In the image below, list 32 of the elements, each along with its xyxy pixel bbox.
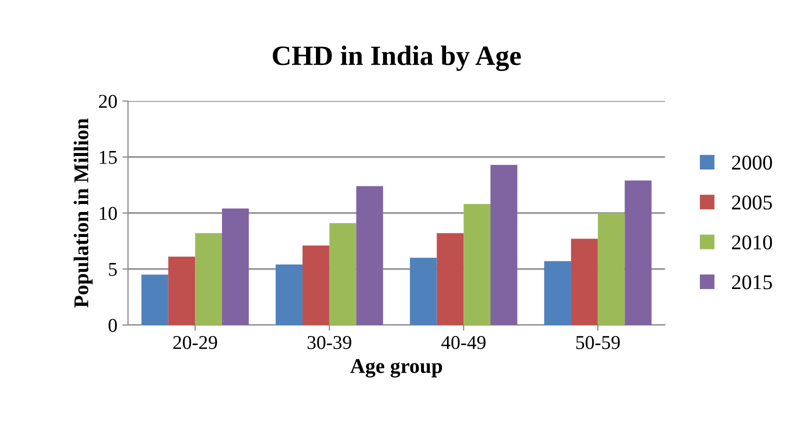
x-tick-label: 40-49	[441, 336, 486, 350]
legend-label: 2005	[732, 195, 772, 210]
y-tick-label: 10	[100, 206, 117, 220]
bar	[329, 223, 356, 325]
bar	[168, 256, 196, 325]
bar	[222, 208, 249, 325]
bar	[195, 233, 222, 325]
y-tick-label: 20	[98, 94, 117, 108]
bar	[571, 238, 598, 325]
bar	[436, 233, 464, 325]
bar	[302, 245, 330, 325]
legend-label: 2000	[732, 156, 772, 170]
y-tick-label: 5	[108, 263, 117, 276]
bar	[464, 204, 490, 325]
bar	[598, 213, 625, 325]
x-tick-label: 20-29	[173, 336, 218, 350]
chart-title: CHD in India by Age	[272, 46, 521, 72]
y-tick-label: 0	[108, 318, 117, 332]
bar	[356, 186, 384, 325]
y-axis-title: Population in Million	[74, 118, 93, 308]
legend-label: 2015	[732, 275, 772, 290]
bar	[410, 258, 437, 325]
x-tick-label: 30-39	[308, 336, 352, 350]
bar	[276, 264, 303, 325]
x-axis-title: Age group	[350, 359, 442, 378]
legend-label: 2010	[732, 235, 772, 250]
bar	[624, 180, 652, 325]
bar	[544, 261, 572, 325]
y-tick-label: 15	[100, 150, 117, 164]
x-tick-label: 50-59	[576, 336, 620, 350]
bar	[141, 274, 168, 325]
bar	[490, 164, 518, 325]
